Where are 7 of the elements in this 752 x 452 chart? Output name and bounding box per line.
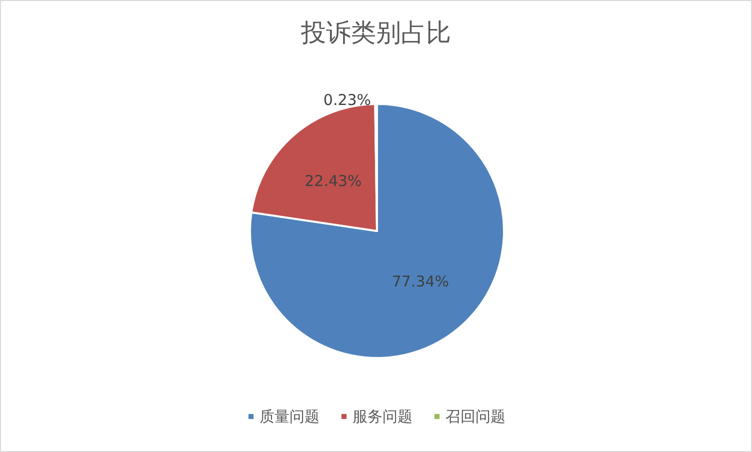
data-label: 0.23% xyxy=(323,91,372,110)
legend-label: 服务问题 xyxy=(352,408,412,426)
data-label: 77.34% xyxy=(392,272,450,290)
data-label: 22.43% xyxy=(304,172,362,190)
legend-label: 质量问题 xyxy=(260,408,320,426)
chart-title: 投诉类别占比 xyxy=(300,18,451,47)
legend-label: 召回问题 xyxy=(446,408,506,426)
